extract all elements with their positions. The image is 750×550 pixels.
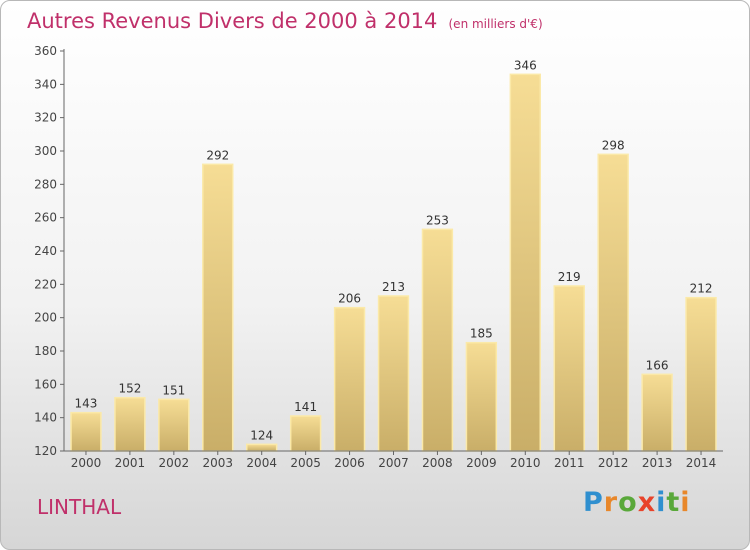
y-tick-label: 140 bbox=[34, 411, 57, 425]
x-tick-label: 2006 bbox=[334, 456, 365, 470]
bar-2014 bbox=[685, 296, 717, 452]
bar-value-label: 298 bbox=[602, 138, 625, 152]
y-tick-label: 160 bbox=[34, 377, 57, 391]
bar-value-label: 143 bbox=[75, 397, 98, 411]
bar-2009 bbox=[465, 341, 498, 452]
bars: 143 152 151 292 124 141 206 213 253 185 346 219 298 1… bbox=[70, 58, 717, 452]
bar-value-label: 253 bbox=[426, 213, 449, 227]
x-tick-label: 2002 bbox=[159, 456, 190, 470]
y-axis: 120 140 160 180 200 220 240 260 280 300 320 340 360 bbox=[34, 44, 65, 458]
brand-letter: r bbox=[603, 487, 619, 518]
bar-2007 bbox=[377, 295, 410, 452]
x-tick-label: 2008 bbox=[422, 456, 453, 470]
x-tick-label: 2003 bbox=[202, 456, 233, 470]
bar-2012 bbox=[597, 153, 629, 452]
bar-value-label: 206 bbox=[338, 292, 361, 306]
x-tick-label: 2005 bbox=[290, 456, 321, 470]
x-tick-label: 2004 bbox=[246, 456, 277, 470]
bar-2010 bbox=[509, 73, 541, 452]
chart-title: Autres Revenus Divers de 2000 à 2014 bbox=[27, 9, 438, 33]
y-tick-label: 300 bbox=[34, 144, 57, 158]
bar-2002 bbox=[158, 398, 190, 452]
x-tick-label: 2007 bbox=[378, 456, 409, 470]
bar-2008 bbox=[421, 228, 454, 452]
x-tick-label: 2000 bbox=[71, 456, 102, 470]
y-tick-label: 200 bbox=[34, 311, 57, 325]
bar-value-label: 124 bbox=[250, 428, 273, 442]
x-tick-label: 2011 bbox=[554, 456, 585, 470]
bar-2003 bbox=[202, 163, 234, 452]
x-tick-label: 2001 bbox=[115, 456, 146, 470]
x-tick-label: 2013 bbox=[642, 456, 673, 470]
bar-value-label: 141 bbox=[294, 400, 317, 414]
bar-value-label: 151 bbox=[162, 383, 185, 397]
brand-letter: P bbox=[583, 487, 604, 518]
brand-letter: t bbox=[666, 487, 681, 518]
bar-2006 bbox=[333, 306, 366, 452]
brand-letter: x bbox=[637, 487, 657, 518]
bar-value-label: 292 bbox=[206, 148, 229, 162]
y-tick-label: 220 bbox=[34, 277, 57, 291]
x-tick-label: 2010 bbox=[510, 456, 541, 470]
bar-2001 bbox=[114, 396, 146, 452]
y-tick-label: 180 bbox=[34, 344, 57, 358]
bar-2005 bbox=[289, 415, 322, 452]
chart-title-block: Autres Revenus Divers de 2000 à 2014 (en… bbox=[27, 9, 543, 33]
brand-letter: i bbox=[656, 487, 667, 518]
y-tick-label: 260 bbox=[34, 211, 57, 225]
y-tick-label: 340 bbox=[34, 77, 57, 91]
bar-value-label: 152 bbox=[118, 382, 141, 396]
x-tick-label: 2014 bbox=[686, 456, 717, 470]
y-tick-label: 320 bbox=[34, 111, 57, 125]
y-tick-label: 280 bbox=[34, 177, 57, 191]
bar-2000 bbox=[70, 411, 102, 452]
x-axis: 2000 2001 2002 2003 2004 2005 2006 2007 2008 2009… bbox=[64, 450, 723, 470]
bar-2011 bbox=[553, 285, 585, 452]
y-tick-label: 360 bbox=[34, 44, 57, 58]
bar-value-label: 213 bbox=[382, 280, 405, 294]
y-tick-label: 120 bbox=[34, 444, 57, 458]
bar-2013 bbox=[641, 373, 673, 452]
bar-value-label: 219 bbox=[558, 270, 581, 284]
brand-logo: Proxiti bbox=[583, 487, 691, 518]
location-label: LINTHAL bbox=[37, 495, 122, 519]
x-tick-label: 2009 bbox=[466, 456, 497, 470]
bar-value-label: 185 bbox=[470, 327, 493, 341]
bar-value-label: 212 bbox=[690, 282, 713, 296]
brand-letter: o bbox=[618, 487, 638, 518]
bar-value-label: 166 bbox=[646, 358, 669, 372]
x-tick-label: 2012 bbox=[598, 456, 629, 470]
chart-subtitle: (en milliers d'€) bbox=[448, 17, 543, 31]
y-tick-label: 240 bbox=[34, 244, 57, 258]
brand-letter: i bbox=[680, 487, 691, 518]
bar-value-label: 346 bbox=[514, 58, 537, 72]
bar-2004 bbox=[246, 443, 278, 452]
